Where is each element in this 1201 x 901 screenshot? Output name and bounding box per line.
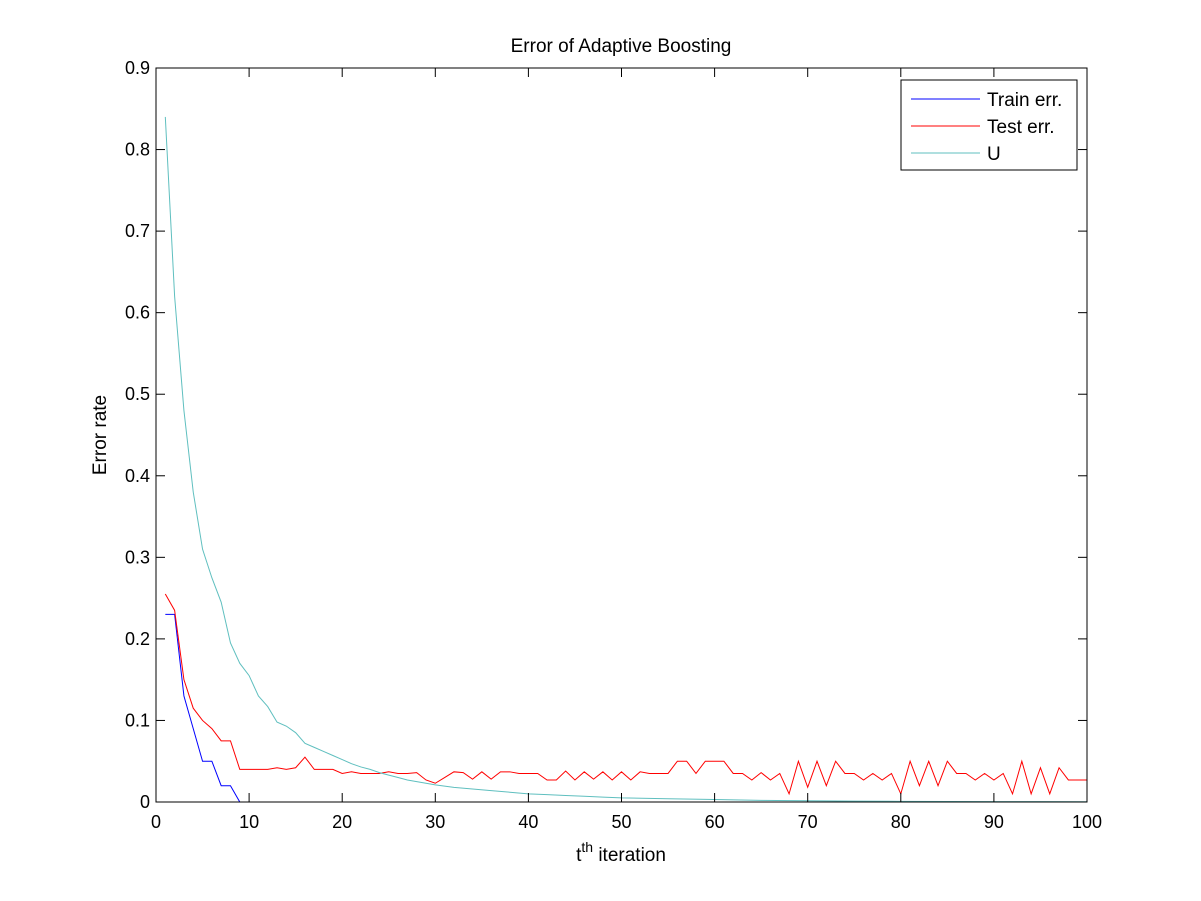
x-tick-label: 10	[239, 812, 259, 832]
x-tick-label: 20	[332, 812, 352, 832]
x-tick-label: 0	[151, 812, 161, 832]
series-group	[164, 116, 1088, 803]
x-tick-label: 30	[425, 812, 445, 832]
x-tick-label: 50	[611, 812, 631, 832]
x-tick-label: 90	[984, 812, 1004, 832]
legend-box	[900, 79, 1078, 171]
y-tick-label: 0.5	[125, 384, 150, 404]
y-tick-label: 0.4	[125, 466, 150, 486]
x-tick-label: 80	[891, 812, 911, 832]
legend-label-2: Test err.	[987, 117, 1055, 138]
x-tick-label: 100	[1072, 812, 1102, 832]
series-line-2	[164, 593, 1087, 796]
y-tick-label: 0.1	[125, 710, 150, 730]
x-tick-label: 60	[705, 812, 725, 832]
x-axis-label-superscript: th	[581, 839, 593, 855]
x-axis-label-rest: iteration	[593, 845, 666, 866]
legend-label-1: Train err.	[987, 90, 1062, 111]
series-line-1	[165, 613, 241, 803]
axis-ticks	[155, 67, 1088, 803]
y-axis-label: Error rate	[90, 395, 111, 475]
y-tick-label: 0	[140, 792, 150, 812]
y-tick-label: 0.2	[125, 629, 150, 649]
legend: Train err. Test err. U	[900, 79, 1078, 171]
y-tick-label: 0.7	[125, 221, 150, 241]
y-tick-label: 0.6	[125, 303, 150, 323]
x-axis-label: tth iteration	[576, 839, 666, 866]
x-tick-labels: 0 10 20 30 40 50 60 70 80 90 100	[151, 812, 1102, 832]
x-axis-label-base: t	[576, 845, 582, 866]
y-tick-label: 0.3	[125, 547, 150, 567]
chart-title: Error of Adaptive Boosting	[511, 36, 732, 57]
legend-label-3: U	[987, 144, 1001, 165]
plot-area-frame	[155, 67, 1088, 803]
y-tick-labels: 0 0.1 0.2 0.3 0.4 0.5 0.6 0.7 0.8 0.9	[125, 58, 150, 812]
y-tick-label: 0.8	[125, 140, 150, 160]
y-tick-label: 0.9	[125, 58, 150, 78]
x-tick-label: 70	[798, 812, 818, 832]
x-tick-label: 40	[518, 812, 538, 832]
series-line-3	[164, 116, 1088, 803]
